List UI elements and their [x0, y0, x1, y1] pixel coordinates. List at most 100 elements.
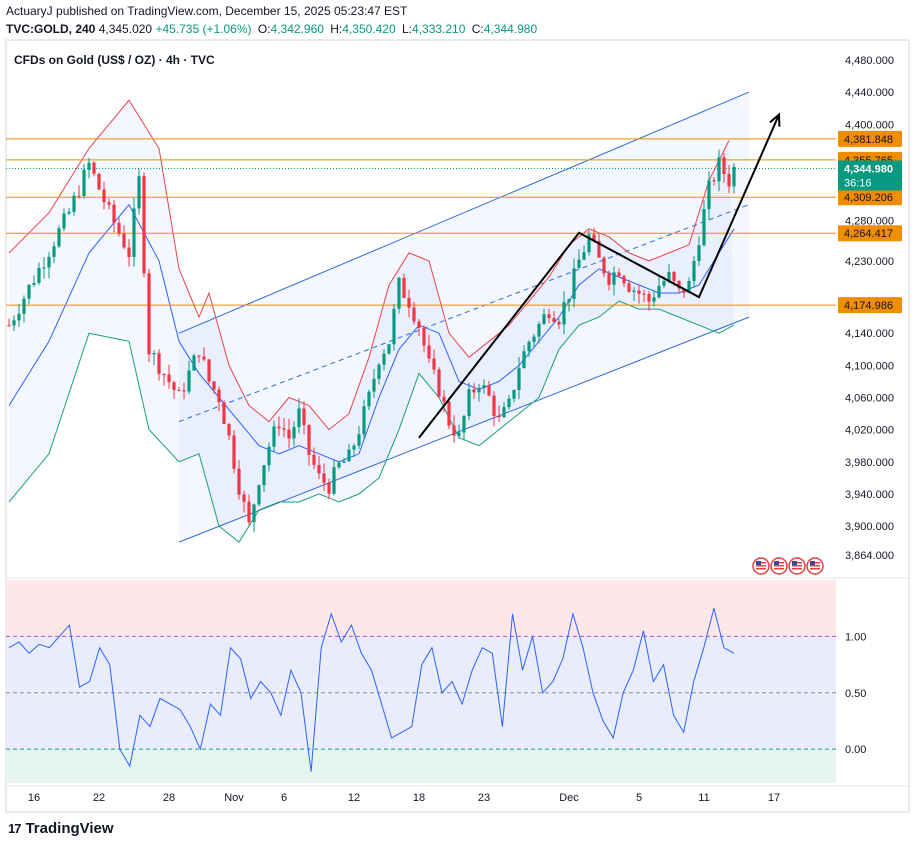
candle-body [427, 345, 430, 358]
candle-body [397, 278, 400, 309]
candle-body [22, 299, 25, 314]
us-flag-icon[interactable] [771, 558, 787, 574]
candle [142, 173, 145, 278]
price-tick-label: 4,440.000 [845, 87, 894, 99]
time-axis[interactable]: 16 22 28 Nov 6 12 18 23 Dec 5 11 17 [6, 786, 909, 804]
price-tick-label: 4,060.000 [845, 393, 894, 405]
candle-body [577, 260, 580, 269]
candle-body [107, 202, 110, 204]
candle-body [72, 196, 75, 212]
candle-body [12, 320, 15, 325]
candle-body [487, 385, 490, 395]
candle-body [502, 407, 505, 417]
candle-body [447, 402, 450, 426]
tradingview-brand: TradingView [25, 820, 113, 837]
level-price-label: 4,309.206 [844, 192, 893, 204]
candle-body [457, 433, 460, 436]
price-tick-label: 4,140.000 [845, 328, 894, 340]
price-tick-label: 4,020.000 [845, 425, 894, 437]
candle-body [202, 357, 205, 360]
us-flag-icon[interactable] [807, 558, 823, 574]
candle-body [617, 272, 620, 276]
oscillator-tick-label: 0.00 [845, 744, 866, 756]
candle-body [607, 273, 610, 284]
candle-body [307, 425, 310, 455]
candle-body [357, 434, 360, 445]
candle-body [302, 408, 305, 425]
candle-body [132, 208, 135, 257]
time-tick-label: 18 [413, 792, 425, 804]
candle-body [222, 402, 225, 424]
candle-body [67, 212, 70, 214]
flag-canton [756, 561, 761, 565]
price-tick-label: 4,480.000 [845, 55, 894, 67]
candle-body [657, 286, 660, 298]
candle-body [632, 291, 635, 292]
candle-body [402, 278, 405, 298]
candle-body [442, 397, 445, 402]
candle-body [92, 163, 95, 174]
candle-body [252, 504, 255, 522]
time-tick-label: Nov [224, 792, 244, 804]
candle-body [622, 276, 625, 283]
flag-stripe [810, 568, 820, 570]
candle-body [147, 273, 150, 354]
candle-body [217, 390, 220, 403]
chart-canvas[interactable]: 4,480.0004,440.0004,400.0004,280.0004,23… [0, 0, 915, 849]
candle-body [207, 360, 210, 382]
candle-body [362, 406, 365, 434]
current-price-label: 4,344.980 [844, 163, 893, 175]
candle-body [137, 176, 140, 208]
candle-body [127, 247, 130, 256]
candle-body [327, 483, 330, 494]
price-axis[interactable]: 4,480.000 4,440.000 4,400.000 4,280.000 4,23… [838, 55, 902, 756]
candle [192, 354, 195, 371]
candle-body [317, 465, 320, 474]
price-tick-label: 4,400.000 [845, 119, 894, 131]
candle-body [652, 297, 655, 301]
candle-body [472, 389, 475, 392]
candle-body [212, 382, 215, 390]
candle-body [537, 324, 540, 337]
oversold-zone [6, 749, 836, 783]
candle-body [262, 465, 265, 485]
event-icons[interactable] [753, 558, 823, 574]
candle-body [462, 416, 465, 432]
candle-body [352, 446, 355, 450]
candle-body [172, 382, 175, 390]
candle-body [77, 196, 80, 197]
candle-body [247, 502, 250, 522]
candle [147, 269, 150, 362]
candle-body [347, 450, 350, 462]
candle-body [482, 385, 485, 388]
candle-body [697, 245, 700, 261]
time-tick-label: Dec [559, 792, 579, 804]
time-tick-label: 28 [163, 792, 175, 804]
candle-body [542, 314, 545, 324]
candle-body [517, 368, 520, 390]
candle-body [602, 258, 605, 274]
price-tick-label: 4,100.000 [845, 360, 894, 372]
us-flag-icon[interactable] [753, 558, 769, 574]
candle-body [692, 261, 695, 281]
candle-body [227, 424, 230, 435]
us-flag-icon[interactable] [789, 558, 805, 574]
price-tick-label: 3,980.000 [845, 457, 894, 469]
candle-body [492, 396, 495, 416]
candle-body [27, 285, 30, 299]
candle [207, 359, 210, 385]
candle-body [177, 390, 180, 391]
candle-body [432, 359, 435, 370]
candle-body [637, 291, 640, 294]
candle-body [312, 455, 315, 465]
candle [252, 504, 255, 533]
time-tick-label: 5 [636, 792, 642, 804]
candle-body [722, 157, 725, 174]
candle-body [87, 163, 90, 170]
candle-body [157, 353, 160, 374]
candle-body [112, 205, 115, 223]
candle-body [647, 294, 650, 302]
candle-body [552, 318, 555, 322]
flag-stripe [810, 565, 820, 567]
candle-body [497, 416, 500, 417]
